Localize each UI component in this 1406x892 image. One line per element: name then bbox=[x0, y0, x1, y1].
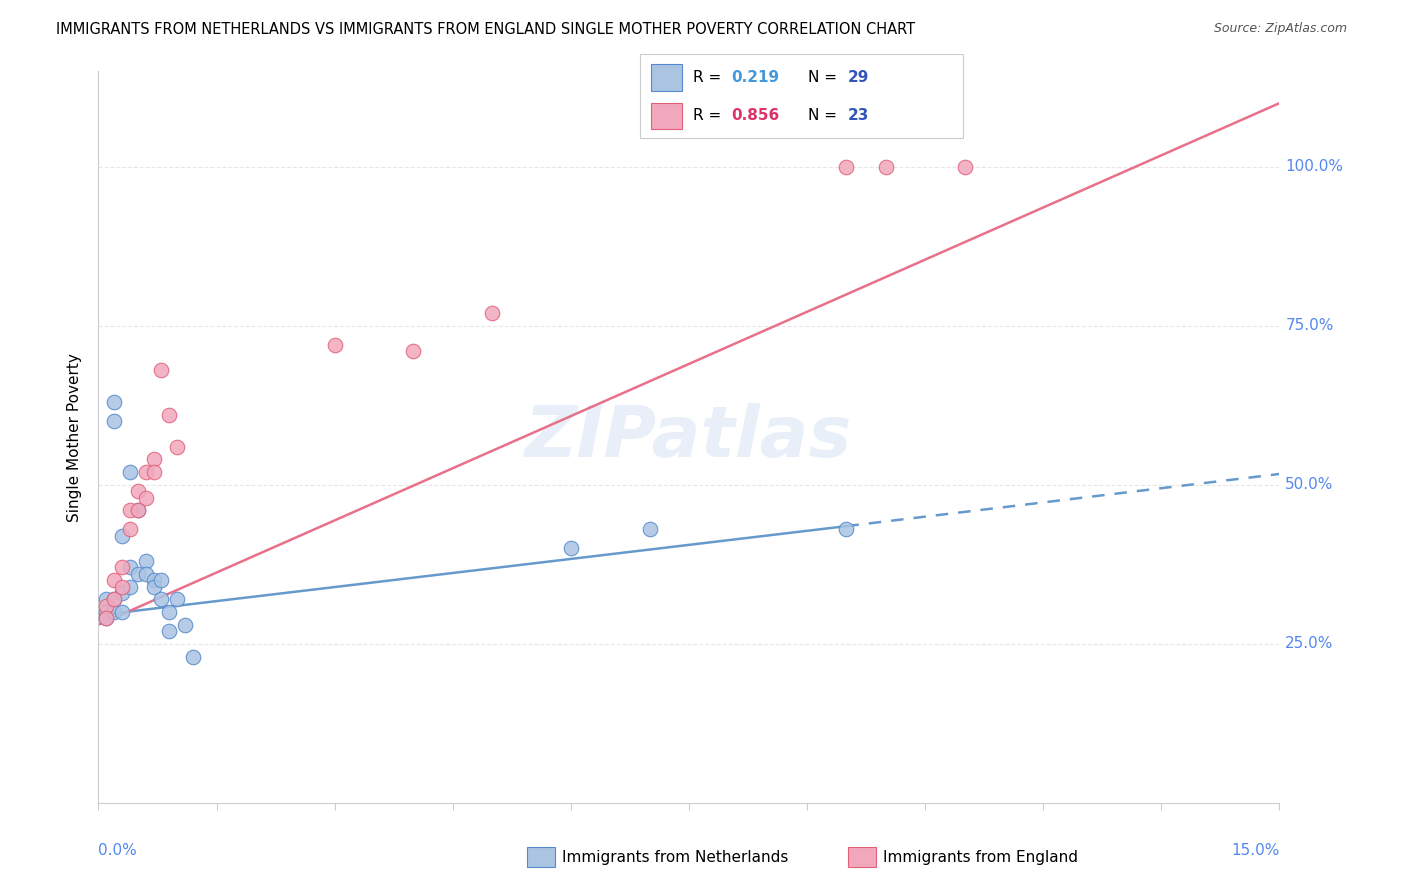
Point bbox=[111, 586, 134, 600]
Point bbox=[481, 306, 503, 320]
Point bbox=[150, 363, 173, 377]
Point bbox=[402, 344, 425, 359]
Point bbox=[118, 503, 141, 517]
Point bbox=[142, 452, 165, 467]
Point bbox=[118, 522, 141, 536]
Point bbox=[103, 414, 125, 428]
Point bbox=[118, 465, 141, 479]
Point bbox=[166, 440, 188, 454]
Point bbox=[142, 580, 165, 594]
Text: N =: N = bbox=[808, 70, 842, 85]
Text: R =: R = bbox=[693, 109, 727, 123]
Point bbox=[127, 503, 149, 517]
Point bbox=[96, 611, 118, 625]
Point bbox=[96, 599, 118, 613]
Point bbox=[103, 573, 125, 587]
Point bbox=[953, 160, 976, 174]
Point bbox=[157, 624, 180, 638]
Point bbox=[96, 605, 118, 619]
Point bbox=[181, 649, 204, 664]
Point bbox=[150, 592, 173, 607]
Point bbox=[142, 465, 165, 479]
Text: ZIPatlas: ZIPatlas bbox=[526, 402, 852, 472]
Text: Source: ZipAtlas.com: Source: ZipAtlas.com bbox=[1213, 22, 1347, 36]
Point bbox=[96, 611, 118, 625]
Point bbox=[174, 617, 197, 632]
Text: Immigrants from England: Immigrants from England bbox=[883, 850, 1078, 864]
Point bbox=[118, 580, 141, 594]
Point bbox=[875, 160, 897, 174]
Text: IMMIGRANTS FROM NETHERLANDS VS IMMIGRANTS FROM ENGLAND SINGLE MOTHER POVERTY COR: IMMIGRANTS FROM NETHERLANDS VS IMMIGRANT… bbox=[56, 22, 915, 37]
Text: 100.0%: 100.0% bbox=[1285, 160, 1343, 174]
Point bbox=[127, 566, 149, 581]
Point bbox=[150, 573, 173, 587]
Point bbox=[111, 580, 134, 594]
Point bbox=[157, 605, 180, 619]
Text: 23: 23 bbox=[848, 109, 869, 123]
Point bbox=[835, 522, 858, 536]
Point bbox=[96, 592, 118, 607]
Text: 25.0%: 25.0% bbox=[1285, 636, 1334, 651]
Y-axis label: Single Mother Poverty: Single Mother Poverty bbox=[67, 352, 83, 522]
Point bbox=[111, 560, 134, 574]
Point bbox=[560, 541, 582, 556]
Point bbox=[111, 605, 134, 619]
Point bbox=[103, 605, 125, 619]
Text: R =: R = bbox=[693, 70, 727, 85]
Point bbox=[103, 592, 125, 607]
Point bbox=[127, 503, 149, 517]
Point bbox=[135, 554, 157, 568]
Point bbox=[835, 160, 858, 174]
Point bbox=[103, 395, 125, 409]
Text: 75.0%: 75.0% bbox=[1285, 318, 1334, 334]
Point bbox=[323, 338, 346, 352]
Point bbox=[638, 522, 661, 536]
Point bbox=[135, 465, 157, 479]
Text: Immigrants from Netherlands: Immigrants from Netherlands bbox=[562, 850, 789, 864]
Point bbox=[118, 560, 141, 574]
Point bbox=[142, 573, 165, 587]
Point bbox=[103, 592, 125, 607]
Point bbox=[135, 491, 157, 505]
Text: 50.0%: 50.0% bbox=[1285, 477, 1334, 492]
Point bbox=[166, 592, 188, 607]
Text: 0.0%: 0.0% bbox=[98, 843, 138, 858]
Text: N =: N = bbox=[808, 109, 842, 123]
Text: 0.219: 0.219 bbox=[731, 70, 779, 85]
Text: 15.0%: 15.0% bbox=[1232, 843, 1279, 858]
Point bbox=[157, 408, 180, 422]
Text: 29: 29 bbox=[848, 70, 869, 85]
Point bbox=[111, 529, 134, 543]
Point bbox=[135, 566, 157, 581]
Point bbox=[127, 484, 149, 499]
Text: 0.856: 0.856 bbox=[731, 109, 779, 123]
